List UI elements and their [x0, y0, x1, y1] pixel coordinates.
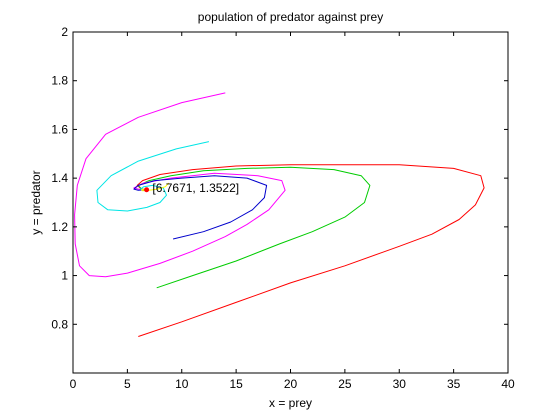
- x-tick-label: 35: [447, 377, 461, 391]
- x-tick-label: 20: [284, 377, 298, 391]
- y-tick-label: 1.8: [51, 74, 68, 88]
- series-line-4: [133, 175, 268, 240]
- x-tick-label: 40: [501, 377, 515, 391]
- y-tick-label: 0.8: [51, 317, 68, 331]
- y-tick-label: 1.4: [51, 171, 68, 185]
- tick-layer: 0 5 10 15 20 25 30 35 40 0.8 1 1.2 1.4 1.6 1.8 2: [51, 25, 515, 391]
- series-line-0: [136, 164, 485, 337]
- series-layer: [74, 92, 485, 337]
- y-tick-label: 2: [61, 25, 68, 39]
- x-axis-label: x = prey: [269, 396, 312, 410]
- x-tick-label: 15: [229, 377, 243, 391]
- x-tick-label: 10: [175, 377, 189, 391]
- y-tick-label: 1: [61, 269, 68, 283]
- chart-title: population of predator against prey: [198, 10, 383, 24]
- series-line-3: [96, 141, 210, 212]
- y-tick-label: 1.6: [51, 122, 68, 136]
- x-tick-label: 25: [338, 377, 352, 391]
- series-line-2: [74, 92, 286, 278]
- y-axis-label: y = predator: [29, 170, 43, 234]
- x-tick-label: 5: [124, 377, 131, 391]
- x-tick-label: 0: [70, 377, 77, 391]
- series-line-1: [137, 166, 371, 289]
- equilibrium-annotation: [6.7671, 1.3522]: [152, 181, 239, 195]
- equilibrium-point: [144, 187, 150, 193]
- plot-area: [72, 31, 509, 374]
- marker-layer: [144, 187, 150, 193]
- y-tick-label: 1.2: [51, 220, 68, 234]
- x-tick-label: 30: [393, 377, 407, 391]
